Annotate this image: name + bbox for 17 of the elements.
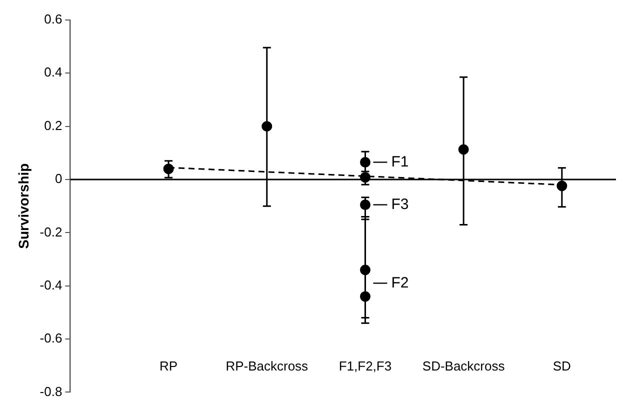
x-tick-label: SD bbox=[552, 358, 571, 374]
annotation: F3 bbox=[391, 196, 409, 213]
y-tick-label: -0.6 bbox=[40, 330, 62, 346]
y-tick-label: -0.2 bbox=[40, 224, 62, 240]
y-tick-label: 0 bbox=[54, 171, 62, 186]
x-tick-label: F1,F2,F3 bbox=[338, 358, 392, 374]
y-axis-title: Survivorship bbox=[15, 163, 32, 249]
x-tick-label: RP-Backcross bbox=[226, 358, 309, 374]
y-tick-label: -0.8 bbox=[40, 384, 62, 399]
annotation: F2 bbox=[391, 274, 409, 292]
y-tick-label: -0.4 bbox=[40, 277, 62, 292]
y-tick-label: 0.4 bbox=[44, 64, 62, 80]
x-tick-label: SD-Backcross bbox=[422, 358, 506, 374]
y-tick-label: 0.2 bbox=[44, 118, 62, 133]
annotation: F1 bbox=[391, 153, 409, 170]
x-tick-label: RP bbox=[160, 358, 178, 374]
y-tick-label: 0.6 bbox=[44, 12, 62, 27]
